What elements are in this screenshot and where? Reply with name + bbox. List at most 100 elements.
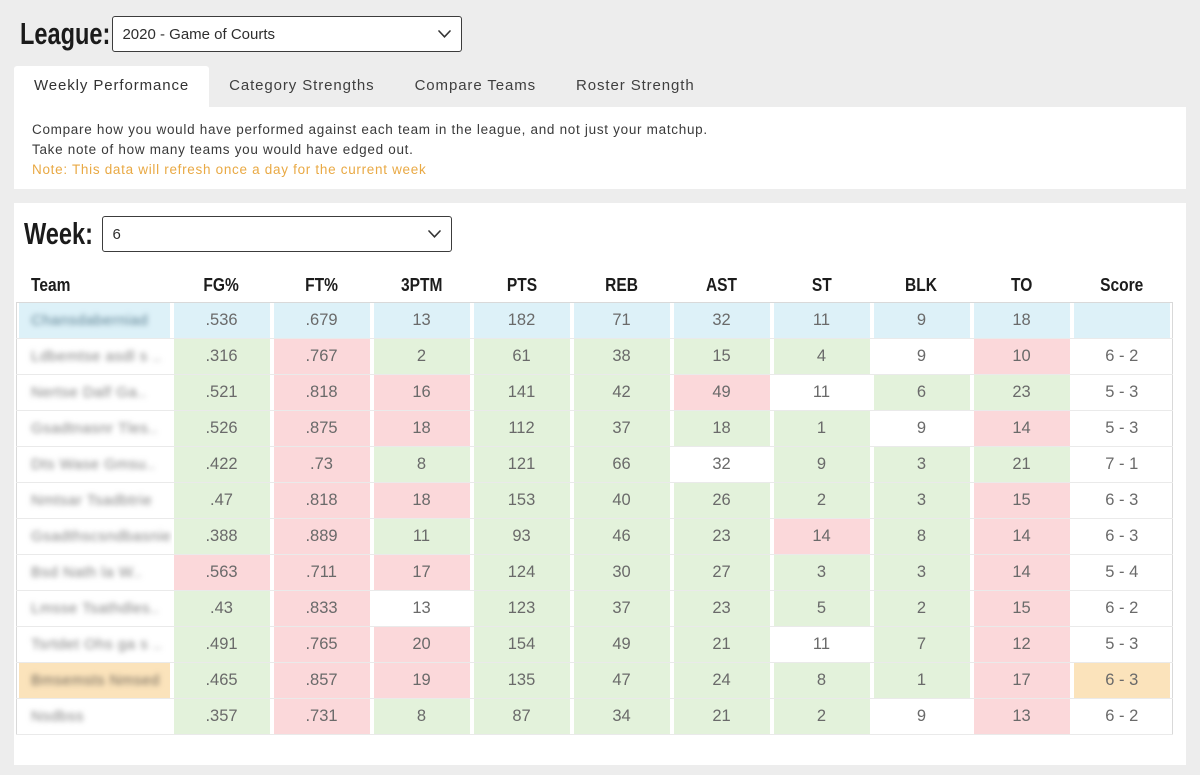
main-panel: Week: 6 Team FG% FT% 3PTM PTS REB AST ST BLK TO Sc… — [14, 203, 1186, 765]
table-row: Tsrtdet Ohs ga s .. .491.765 20 154 49 21 11 7 1… — [16, 626, 1173, 663]
team-name-redacted: Lmsse Tsathdles.. — [31, 599, 160, 617]
column-header-blk: BLK — [872, 269, 972, 302]
week-select-wrap: 6 — [102, 216, 453, 252]
stat-cell-pts: 61 — [471, 338, 572, 375]
stat-cell-ast: 15 — [671, 338, 772, 375]
team-name-redacted: Nsdbss — [31, 707, 85, 725]
stat-cell-3ptm: 13 — [371, 590, 472, 627]
column-header-label: FG% — [203, 274, 240, 296]
stat-cell-to: 23 — [971, 374, 1072, 411]
league-select-wrap: 2020 - Game of Courts — [112, 16, 463, 52]
stat-cell-fg: .491 — [171, 626, 272, 663]
column-header-label: FT% — [305, 274, 338, 296]
stat-cell-to: 15 — [971, 482, 1072, 519]
stat-cell-reb: 37 — [571, 410, 672, 447]
stat-cell-blk: 7 — [871, 626, 972, 663]
stat-cell-reb: 66 — [571, 446, 672, 483]
stat-cell-pts: 154 — [471, 626, 572, 663]
stat-cell-to: 14 — [971, 554, 1072, 591]
stat-cell-reb: 46 — [571, 518, 672, 555]
stat-cell-3ptm: 18 — [371, 410, 472, 447]
stat-cell-ast: 32 — [671, 446, 772, 483]
stat-cell-ast: 21 — [671, 626, 772, 663]
score-cell: 5 - 3 — [1071, 374, 1173, 411]
stat-cell-to: 15 — [971, 590, 1072, 627]
stat-cell-3ptm: 19 — [371, 662, 472, 699]
stat-cell-to: 13 — [971, 698, 1072, 735]
stat-cell-blk: 6 — [871, 374, 972, 411]
score-cell: 5 - 4 — [1071, 554, 1173, 591]
stat-cell-ft: .818 — [271, 374, 372, 411]
team-name-redacted: Nertse Dalf Ga.. — [31, 383, 147, 401]
stat-cell-ast: 21 — [671, 698, 772, 735]
tab-compare-teams[interactable]: Compare Teams — [414, 77, 537, 94]
stat-cell-pts: 135 — [471, 662, 572, 699]
column-header-to: TO — [972, 269, 1072, 302]
stat-cell-ast: 18 — [671, 410, 772, 447]
stat-cell-fg: .526 — [171, 410, 272, 447]
team-name-redacted: Nmtsar Tsadbtrie — [31, 491, 153, 509]
column-header-reb: REB — [572, 269, 672, 302]
team-cell: Tsrtdet Ohs ga s .. — [16, 626, 172, 663]
stat-cell-st: 1 — [771, 410, 872, 447]
team-name-redacted: Bsd Nath la W.. — [31, 563, 142, 581]
stat-cell-ft: .765 — [271, 626, 372, 663]
stat-cell-fg: .563 — [171, 554, 272, 591]
tab-category-strengths[interactable]: Category Strengths — [229, 77, 375, 94]
stat-cell-fg: .316 — [171, 338, 272, 375]
stat-cell-pts: 124 — [471, 554, 572, 591]
score-cell: 6 - 2 — [1071, 590, 1173, 627]
stat-cell-reb: 30 — [571, 554, 672, 591]
team-cell: Dts Wase Gmsu.. — [16, 446, 172, 483]
stat-cell-fg: .536 — [171, 302, 272, 339]
league-select[interactable]: 2020 - Game of Courts — [112, 16, 463, 52]
table-row: Lmsse Tsathdles.. .43.833 13 123 37 23 5 2 15 6 -… — [16, 590, 1173, 627]
column-header-label: Score — [1100, 274, 1144, 296]
stat-cell-st: 11 — [771, 302, 872, 339]
stat-cell-3ptm: 8 — [371, 446, 472, 483]
stat-cell-reb: 38 — [571, 338, 672, 375]
stat-cell-pts: 87 — [471, 698, 572, 735]
stat-cell-st: 9 — [771, 446, 872, 483]
score-cell: 6 - 2 — [1071, 698, 1173, 735]
description-line-1: Compare how you would have performed aga… — [32, 122, 708, 137]
team-name-redacted: Chansdaberniad — [31, 311, 149, 329]
stat-cell-st: 8 — [771, 662, 872, 699]
description-line-2: Take note of how many teams you would ha… — [32, 142, 414, 157]
table-row: Nertse Dalf Ga.. .521.818 16 141 42 49 11 6 23 5 … — [16, 374, 1173, 411]
stat-cell-fg: .465 — [171, 662, 272, 699]
stat-cell-ft: .818 — [271, 482, 372, 519]
stat-cell-blk: 9 — [871, 698, 972, 735]
column-header-ast: AST — [672, 269, 772, 302]
stat-cell-blk: 3 — [871, 482, 972, 519]
stat-cell-to: 18 — [971, 302, 1072, 339]
table-row: Nmtsar Tsadbtrie .47.818 18 153 40 26 2 3 15 6 - … — [16, 482, 1173, 519]
tab-weekly-performance[interactable]: Weekly Performance — [14, 66, 210, 107]
table-row: Gsadthscsndbasnie .388.889 11 93 46 23 14 8 14 6 … — [16, 518, 1173, 555]
column-header-pts: PTS — [472, 269, 572, 302]
stat-cell-to: 17 — [971, 662, 1072, 699]
week-select[interactable]: 6 — [102, 216, 453, 252]
stat-cell-ft: .889 — [271, 518, 372, 555]
column-header-fg: FG% — [172, 269, 272, 302]
tab-roster-strength[interactable]: Roster Strength — [576, 77, 695, 94]
weekly-performance-table-wrap: Team FG% FT% 3PTM PTS REB AST ST BLK TO Score Chan… — [16, 269, 1184, 735]
stat-cell-3ptm: 8 — [371, 698, 472, 735]
column-header-label: 3PTM — [400, 274, 443, 296]
stat-cell-blk: 9 — [871, 302, 972, 339]
stat-cell-blk: 3 — [871, 446, 972, 483]
stat-cell-ft: .767 — [271, 338, 372, 375]
stat-cell-reb: 34 — [571, 698, 672, 735]
stat-cell-ft: .711 — [271, 554, 372, 591]
stat-cell-3ptm: 18 — [371, 482, 472, 519]
stat-cell-3ptm: 17 — [371, 554, 472, 591]
stat-cell-pts: 112 — [471, 410, 572, 447]
table-row: Ldbemtse asdl s .. .316.767 2 61 38 15 4 9 10 6 -… — [16, 338, 1173, 375]
column-header-score: Score — [1072, 269, 1173, 302]
stat-cell-blk: 9 — [871, 338, 972, 375]
column-header-label: TO — [1010, 274, 1033, 296]
stat-cell-blk: 8 — [871, 518, 972, 555]
stat-cell-ast: 23 — [671, 590, 772, 627]
table-row: Bsd Nath la W.. .563.711 17 124 30 27 3 3 14 5 - … — [16, 554, 1173, 591]
stat-cell-blk: 9 — [871, 410, 972, 447]
